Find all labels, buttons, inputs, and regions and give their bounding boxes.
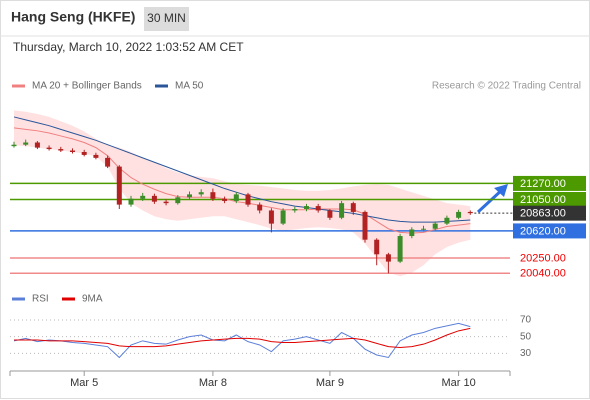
candle-body [327,210,333,218]
interval-button[interactable] [144,7,189,31]
indicator-line [14,327,471,349]
candle-body [245,194,251,205]
bollinger-band [14,110,471,277]
candle-body [34,142,40,148]
x-tick-label: Mar 8 [199,377,227,389]
candle-body [444,217,450,224]
interval-label[interactable]: 30 MIN [147,11,186,25]
moving-average [13,116,471,223]
forecast-arrow-head [494,184,508,197]
legend-swatch [12,297,25,301]
candle-body [210,192,216,199]
candle-body [467,211,473,214]
candle-body [187,194,192,198]
candle-body [432,223,438,229]
level-box [513,223,586,239]
candle-body [70,150,75,152]
legend-swatch [62,297,75,301]
candle-body [456,211,462,218]
level-label: 20040.00 [520,268,566,280]
y-tick-label: 70 [520,315,532,326]
candle-body [93,154,99,158]
x-tick-label: Mar 9 [316,377,344,389]
candle-body [23,142,29,145]
candle-body [128,198,134,205]
level-box [513,192,586,207]
moving-average [13,127,471,234]
candle-body [81,152,87,155]
x-tick-label: Mar 10 [441,377,475,389]
y-tick-label: 50 [520,331,532,342]
y-tick-label: 30 [520,348,532,359]
candle-body [11,144,17,147]
candle-body [280,210,286,224]
candle-body [374,239,380,255]
level-label: 20250.00 [520,252,566,264]
candle-body [140,195,146,199]
candle-body [385,254,391,262]
level-box [513,205,586,221]
level-box [513,175,586,191]
candle-body [339,203,345,218]
datetime: Thursday, March 10, 2022 1:03:52 AM CET [13,40,244,54]
candle-body [421,228,426,230]
candle-body [105,157,111,167]
level-label: 21050.00 [520,194,566,206]
candle-body [116,166,122,205]
level-label: 20863.00 [520,208,566,220]
title: Hang Seng (HKFE) [11,9,135,25]
candle-body [175,197,181,204]
x-tick-label: Mar 5 [70,377,98,389]
candle-body [315,206,321,211]
legend-label: MA 50 [175,81,204,92]
candle-body [268,210,274,224]
legend-swatch [155,84,168,88]
candle-body [397,236,403,262]
credit: Research © 2022 Trading Central [432,81,581,92]
candle-body [222,198,228,201]
candle-body [151,195,157,202]
forecast-arrow [476,187,505,214]
candle-body [163,201,169,204]
level-label: 20620.00 [520,225,566,237]
candle-body [198,192,204,195]
legend-label: MA 20 + Bollinger Bands [32,81,142,92]
candle-body [233,194,239,201]
candle-body [46,147,52,150]
candle-body [350,203,356,212]
legend-swatch [12,84,25,88]
candle-body [304,206,309,209]
candle-body [362,211,368,240]
legend-label: 9MA [82,294,103,305]
candle-body [409,229,415,237]
legend-label: RSI [32,294,49,305]
candle-body [292,209,298,211]
level-label: 21270.00 [520,178,566,190]
candle-body [257,204,263,211]
candle-body [58,149,64,151]
